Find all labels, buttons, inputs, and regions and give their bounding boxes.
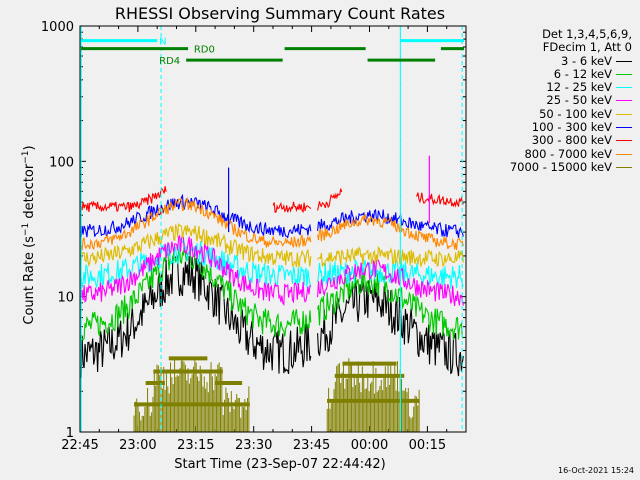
legend-label: 3 - 6 keV xyxy=(561,53,612,68)
legend-label: 800 - 7000 keV xyxy=(524,146,612,161)
x-tick-label: 00:15 xyxy=(409,438,446,453)
legend-swatch xyxy=(616,60,632,62)
x-tick-label: 00:00 xyxy=(351,438,388,453)
rd0-annotation: RD0 xyxy=(194,45,215,56)
rd4-annotation: RD4 xyxy=(159,56,180,67)
legend-entry: 800 - 7000 keV xyxy=(510,146,632,161)
series-line-6 xyxy=(80,193,464,239)
series-line-1 xyxy=(80,254,464,379)
series-line-5 xyxy=(80,222,464,268)
y-tick-label: 1 xyxy=(66,426,74,441)
series-line-7 xyxy=(80,186,464,213)
legend-swatch xyxy=(616,127,632,129)
legend: Det 1,3,4,5,6,9, FDecim 1, Att 0 3 - 6 k… xyxy=(509,27,632,174)
legend-label: 300 - 800 keV xyxy=(531,133,612,148)
y-tick-label: 10 xyxy=(57,291,74,306)
legend-entry: 100 - 300 keV xyxy=(510,120,632,135)
legend-entry: 25 - 50 keV xyxy=(510,94,632,107)
legend-entry: 300 - 800 keV xyxy=(510,134,632,147)
legend-header-1: Det 1,3,4,5,6,9, xyxy=(542,27,632,41)
legend-entry: 50 - 100 keV xyxy=(510,106,632,121)
legend-label: 25 - 50 keV xyxy=(546,93,612,108)
legend-label: 50 - 100 keV xyxy=(539,106,612,121)
legend-header-2: FDecim 1, Att 0 xyxy=(542,40,632,55)
legend-entry: 6 - 12 keV xyxy=(510,66,632,81)
x-tick-label: 23:00 xyxy=(119,438,156,453)
legend-swatch xyxy=(616,100,632,102)
legend-label: 7000 - 15000 keV xyxy=(509,159,612,174)
legend-entry: 12 - 25 keV xyxy=(510,81,632,94)
legend-swatch xyxy=(616,73,632,75)
x-tick-label: 23:15 xyxy=(177,438,214,453)
timestamp: 16-Oct-2021 15:24 xyxy=(558,466,634,475)
x-tick-label: 23:30 xyxy=(235,438,272,453)
legend-label: 6 - 12 keV xyxy=(553,66,612,81)
legend-label: 100 - 300 keV xyxy=(531,120,612,135)
x-tick-label: 22:45 xyxy=(61,438,98,453)
y-tick-label: 1000 xyxy=(41,20,74,35)
series-line-4 xyxy=(80,234,464,307)
legend-swatch xyxy=(616,153,632,155)
legend-swatch xyxy=(616,87,632,89)
legend-entry: 3 - 6 keV xyxy=(510,53,632,68)
plot-area: 1 10 100 1000 22:45 23:00 23:15 23:30 23:45 00:00… xyxy=(41,20,467,453)
legend-swatch xyxy=(616,113,632,115)
plot-frame xyxy=(79,25,467,433)
legend-swatch xyxy=(616,166,632,168)
legend-label: 12 - 25 keV xyxy=(546,80,612,95)
chart-title: RHESSI Observing Summary Count Rates xyxy=(115,4,445,23)
legend-entry: 7000 - 15000 keV xyxy=(509,159,632,174)
legend-swatch xyxy=(616,140,632,142)
y-axis-label: Count Rate (s−1 detector−1) xyxy=(21,145,37,324)
y-tick-label: 100 xyxy=(49,155,74,170)
series-line-8 xyxy=(80,196,464,251)
x-axis-label: Start Time (23-Sep-07 22:44:42) xyxy=(174,457,385,472)
x-tick-label: 23:45 xyxy=(293,438,330,453)
n-annotation: N xyxy=(159,37,166,48)
